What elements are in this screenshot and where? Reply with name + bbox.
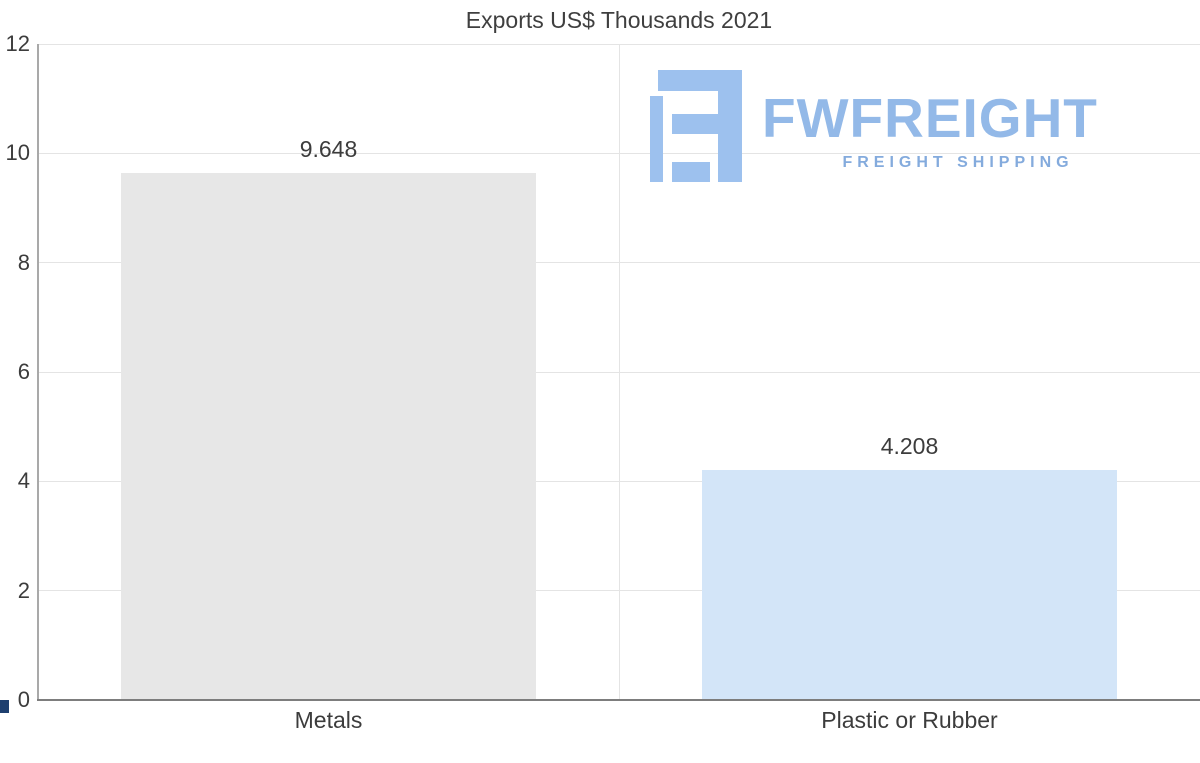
x-axis-label-metals: Metals: [294, 707, 363, 733]
y-tick-label-6: 6: [17, 359, 30, 384]
y-tick-label-4: 4: [17, 468, 30, 494]
x-axis-label-plastic-or-rubber: Plastic or Rubber: [821, 707, 998, 733]
y-tick-label-0: 0: [17, 687, 30, 712]
bar-metals: [120, 172, 537, 700]
chart-title: Exports US$ Thousands 2021: [465, 7, 773, 33]
gridline-x-1: [619, 44, 620, 700]
y-tick-label-12: 12: [5, 31, 30, 56]
logo-tagline: FREIGHT SHIPPING: [842, 154, 1074, 171]
y-axis-line: [37, 44, 39, 700]
logo: FWFREIGHT FREIGHT SHIPPING: [650, 68, 1150, 188]
y-tick-label-2: 2: [17, 577, 30, 603]
bar-plastic-or-rubber: [701, 469, 1118, 700]
x-axis-line: [37, 699, 1200, 701]
corner-mark: [0, 700, 9, 713]
fwfreight-logo-icon: [650, 70, 742, 187]
logo-name: FWFREIGHT: [762, 87, 1098, 149]
value-label-plastic-or-rubber: 4.208: [880, 432, 939, 459]
value-label-metals: 9.648: [299, 135, 358, 162]
y-tick-label-8: 8: [17, 249, 30, 275]
y-tick-label-10: 10: [5, 140, 30, 166]
plot-area: 9.648 4.208: [38, 43, 1200, 700]
y-axis: 0 2 4 6 8 10 12: [0, 31, 32, 712]
